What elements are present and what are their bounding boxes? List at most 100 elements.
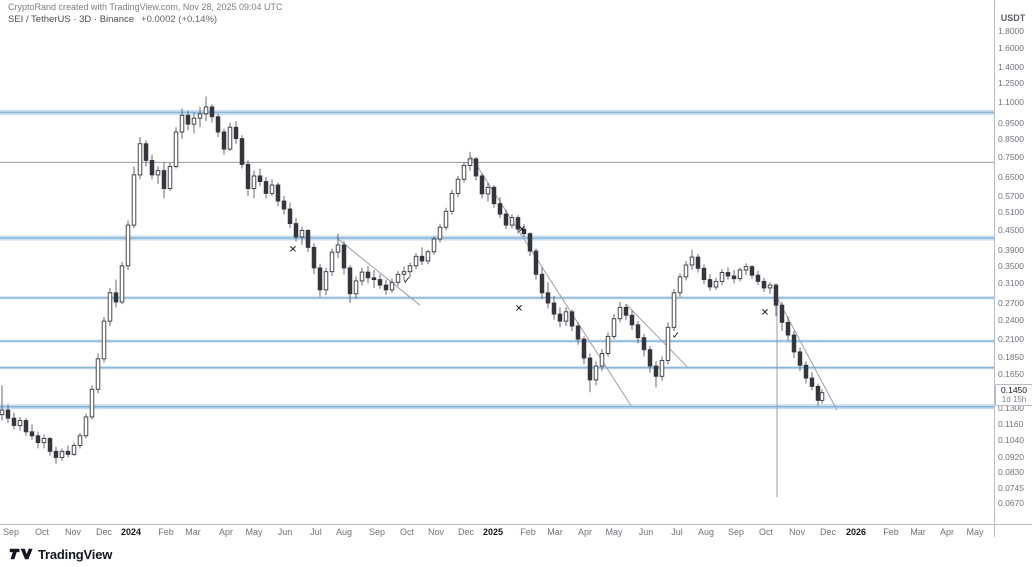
- candle-down: [317, 267, 323, 291]
- mark-annotations[interactable]: ✕ ✓ ✕ ✕ ✓ ✕: [289, 225, 769, 342]
- time-axis[interactable]: Sep Oct Nov Dec 2024 Feb Mar Apr May Jun Jul Aug Sep…: [0, 524, 994, 541]
- candle-up: [17, 420, 23, 426]
- candle-down: [341, 244, 347, 269]
- candle-down: [479, 175, 485, 195]
- price-tick: 0.2100: [998, 334, 1024, 345]
- candle-down: [215, 116, 221, 133]
- candle-down: [35, 435, 41, 444]
- candle-up: [743, 266, 749, 271]
- candle-down: [575, 325, 581, 340]
- time-tick-month: May: [245, 527, 263, 537]
- candle-down: [779, 304, 785, 323]
- time-tick-month: Nov: [427, 527, 445, 537]
- price-tick: 0.0830: [998, 467, 1024, 478]
- time-tick-month: Mar: [185, 527, 201, 537]
- price-tick: 0.1160: [998, 419, 1024, 430]
- candle-up: [359, 271, 365, 282]
- candle-down: [239, 138, 245, 165]
- candle-up: [617, 306, 623, 320]
- candle-down: [11, 417, 17, 426]
- candle-down: [161, 170, 167, 189]
- candle-up: [191, 117, 197, 125]
- trendline-drawing[interactable]: [625, 303, 689, 369]
- candle-down: [797, 351, 803, 366]
- time-tick-month: Feb: [520, 527, 536, 537]
- candle-up: [95, 358, 101, 390]
- time-axis-border: [0, 524, 1032, 525]
- candle-down: [521, 228, 527, 235]
- time-tick-year: 2025: [482, 527, 504, 537]
- candle-up: [719, 272, 725, 282]
- time-tick-month: Jul: [310, 527, 322, 537]
- candle-up: [335, 244, 341, 253]
- candle-down: [113, 292, 119, 303]
- candle-up: [401, 271, 407, 275]
- tradingview-logo-text: TradingView: [38, 546, 113, 562]
- price-tick: 0.2700: [998, 298, 1024, 309]
- price-axis[interactable]: 1.8000 1.6000 1.4000 1.2500 1.1000 0.9500 0.85…: [994, 0, 1032, 541]
- price-tick: 0.5100: [998, 206, 1024, 217]
- candle-up: [251, 175, 257, 189]
- candle-up: [677, 276, 683, 294]
- candles-series: [0, 96, 825, 464]
- trendline-drawing[interactable]: [773, 291, 838, 411]
- price-chart[interactable]: ✕ ✓ ✕ ✕ ✓ ✕: [0, 0, 994, 524]
- candle-down: [761, 280, 767, 289]
- price-tick: 0.2400: [998, 314, 1024, 325]
- time-tick-month: May: [605, 527, 623, 537]
- bar-countdown: 1d 15h: [1001, 395, 1027, 404]
- candle-up: [425, 251, 431, 262]
- candle-up: [155, 170, 161, 176]
- candle-down: [785, 321, 791, 336]
- price-tick: 0.1650: [998, 368, 1024, 379]
- price-tick: 0.0745: [998, 482, 1024, 493]
- time-tick-month: Dec: [457, 527, 475, 537]
- candle-down: [701, 267, 707, 281]
- time-tick-month: Mar: [910, 527, 926, 537]
- x-mark-annotation[interactable]: ✕: [515, 303, 523, 314]
- time-tick-month: Sep: [368, 527, 386, 537]
- candle-up: [485, 186, 491, 195]
- candle-down: [29, 431, 35, 437]
- candle-down: [791, 334, 797, 353]
- x-mark-annotation[interactable]: ✕: [761, 307, 769, 318]
- candle-up: [737, 269, 743, 280]
- candle-up: [125, 224, 131, 267]
- candle-down: [281, 200, 287, 210]
- price-tick: 0.3500: [998, 260, 1024, 271]
- candle-up: [461, 164, 467, 180]
- price-change: +0.0002 (+0.14%): [141, 14, 218, 25]
- candle-up: [605, 335, 611, 354]
- time-tick-month: Feb: [158, 527, 174, 537]
- candle-down: [647, 349, 653, 367]
- attribution-text: CryptoRand created with TradingView.com,…: [8, 2, 283, 12]
- footer-bar: TradingView: [0, 541, 1032, 567]
- candle-up: [413, 255, 419, 267]
- price-tick: 0.5700: [998, 190, 1024, 201]
- price-tick: 0.1850: [998, 352, 1024, 363]
- candle-down: [491, 186, 497, 205]
- tradingview-logo[interactable]: TradingView: [9, 546, 112, 562]
- candle-up: [407, 265, 413, 273]
- time-tick-month: Apr: [939, 527, 955, 537]
- candle-down: [185, 114, 191, 125]
- candle-down: [533, 250, 539, 275]
- candle-up: [329, 251, 335, 273]
- price-tick: 1.2500: [998, 78, 1024, 89]
- candle-down: [275, 184, 281, 202]
- trendline-drawing[interactable]: [470, 156, 632, 406]
- candle-down: [149, 159, 155, 176]
- check-mark-annotation[interactable]: ✓: [672, 331, 680, 342]
- horizontal-levels[interactable]: [0, 109, 994, 410]
- candle-up: [83, 416, 89, 437]
- trendlines[interactable]: [335, 156, 838, 411]
- x-mark-annotation[interactable]: ✕: [289, 244, 297, 255]
- candle-up: [101, 320, 107, 360]
- trendline-drawing[interactable]: [335, 236, 421, 306]
- check-mark-annotation[interactable]: ✓: [403, 276, 411, 287]
- x-mark-annotation[interactable]: ✕: [518, 225, 526, 236]
- candle-up: [713, 280, 719, 288]
- candle-up: [509, 217, 515, 226]
- candle-up: [119, 265, 125, 303]
